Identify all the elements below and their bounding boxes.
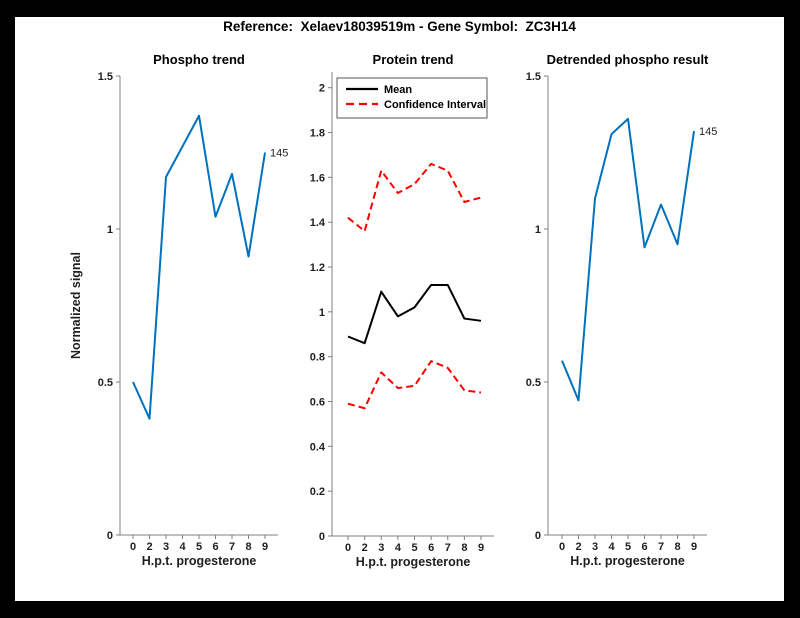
series-line-mean <box>347 283 482 345</box>
x-tick-label: 5 <box>411 542 417 554</box>
figure-title: Reference: Xelaev18039519m - Gene Symbol… <box>223 19 576 34</box>
legend-label: Confidence Interval <box>384 99 486 111</box>
x-tick-label: 6 <box>428 542 434 554</box>
y-tick-label: 1.6 <box>310 172 325 184</box>
x-tick-label: 4 <box>608 541 615 553</box>
x-tick-label: 7 <box>229 541 235 553</box>
y-tick-label: 0 <box>319 531 325 543</box>
series-line-confidence-interval-upper <box>347 162 482 233</box>
x-tick-label: 0 <box>559 541 565 553</box>
x-tick-label: 4 <box>395 542 402 554</box>
x-tick-label: 2 <box>146 541 152 553</box>
end-value-label: 145 <box>699 126 717 138</box>
x-tick-label: 0 <box>345 542 351 554</box>
x-tick-label: 6 <box>212 541 218 553</box>
y-tick-label: 1.8 <box>310 128 325 140</box>
x-tick-label: 8 <box>461 542 467 554</box>
series-line-phospho-signal <box>132 114 266 420</box>
y-tick-label: 1 <box>107 224 113 236</box>
x-tick-label: 5 <box>196 541 202 553</box>
x-tick-label: 7 <box>445 542 451 554</box>
x-tick-label: 9 <box>262 541 268 553</box>
series-line-confidence-interval-lower <box>347 360 482 410</box>
x-tick-label: 8 <box>674 541 680 553</box>
y-tick-label: 0.5 <box>526 377 541 389</box>
x-tick-label: 3 <box>163 541 169 553</box>
x-axis-label: H.p.t. progesterone <box>570 554 685 568</box>
subplot-protein-trend: 00.20.40.60.811.21.41.61.820 2 3 4 5 6 7 8 9Prot… <box>310 52 494 569</box>
y-tick-label: 0.4 <box>310 441 326 453</box>
x-tick-label: 9 <box>691 541 697 553</box>
y-tick-label: 0 <box>107 530 113 542</box>
x-tick-label: 3 <box>378 542 384 554</box>
x-tick-label: 9 <box>478 542 484 554</box>
plot-title: Phospho trend <box>153 52 245 67</box>
series-line-detrended-phospho-signal <box>561 117 695 402</box>
plot-title: Detrended phospho result <box>547 52 709 67</box>
y-tick-label: 2 <box>319 83 325 95</box>
x-tick-label: 3 <box>592 541 598 553</box>
y-tick-label: 1.2 <box>310 262 325 274</box>
end-value-label: 145 <box>270 148 288 160</box>
plot-title: Protein trend <box>373 52 454 67</box>
y-tick-label: 1.4 <box>310 217 326 229</box>
legend: Mean Confidence Interval <box>336 77 488 119</box>
x-tick-label: 0 <box>130 541 136 553</box>
x-axis-label: H.p.t. progesterone <box>356 555 471 569</box>
x-tick-label: 7 <box>658 541 664 553</box>
y-tick-label: 1.5 <box>526 71 541 83</box>
y-tick-label: 1 <box>319 307 325 319</box>
x-tick-label: 2 <box>575 541 581 553</box>
y-tick-label: 1 <box>535 224 541 236</box>
legend-box <box>336 77 488 119</box>
y-tick-label: 0 <box>535 530 541 542</box>
y-axis-label: Normalized signal <box>69 252 83 359</box>
y-tick-label: 0.5 <box>98 377 113 389</box>
x-axis-label: H.p.t. progesterone <box>142 554 257 568</box>
x-tick-label: 6 <box>641 541 647 553</box>
x-tick-label: 2 <box>362 542 368 554</box>
y-tick-label: 0.2 <box>310 486 325 498</box>
legend-label: Mean <box>384 84 412 96</box>
x-tick-label: 5 <box>625 541 631 553</box>
y-tick-label: 1.5 <box>98 71 113 83</box>
x-tick-label: 8 <box>245 541 251 553</box>
x-tick-label: 4 <box>179 541 186 553</box>
y-tick-label: 0.6 <box>310 397 325 409</box>
y-tick-label: 0.8 <box>310 352 325 364</box>
